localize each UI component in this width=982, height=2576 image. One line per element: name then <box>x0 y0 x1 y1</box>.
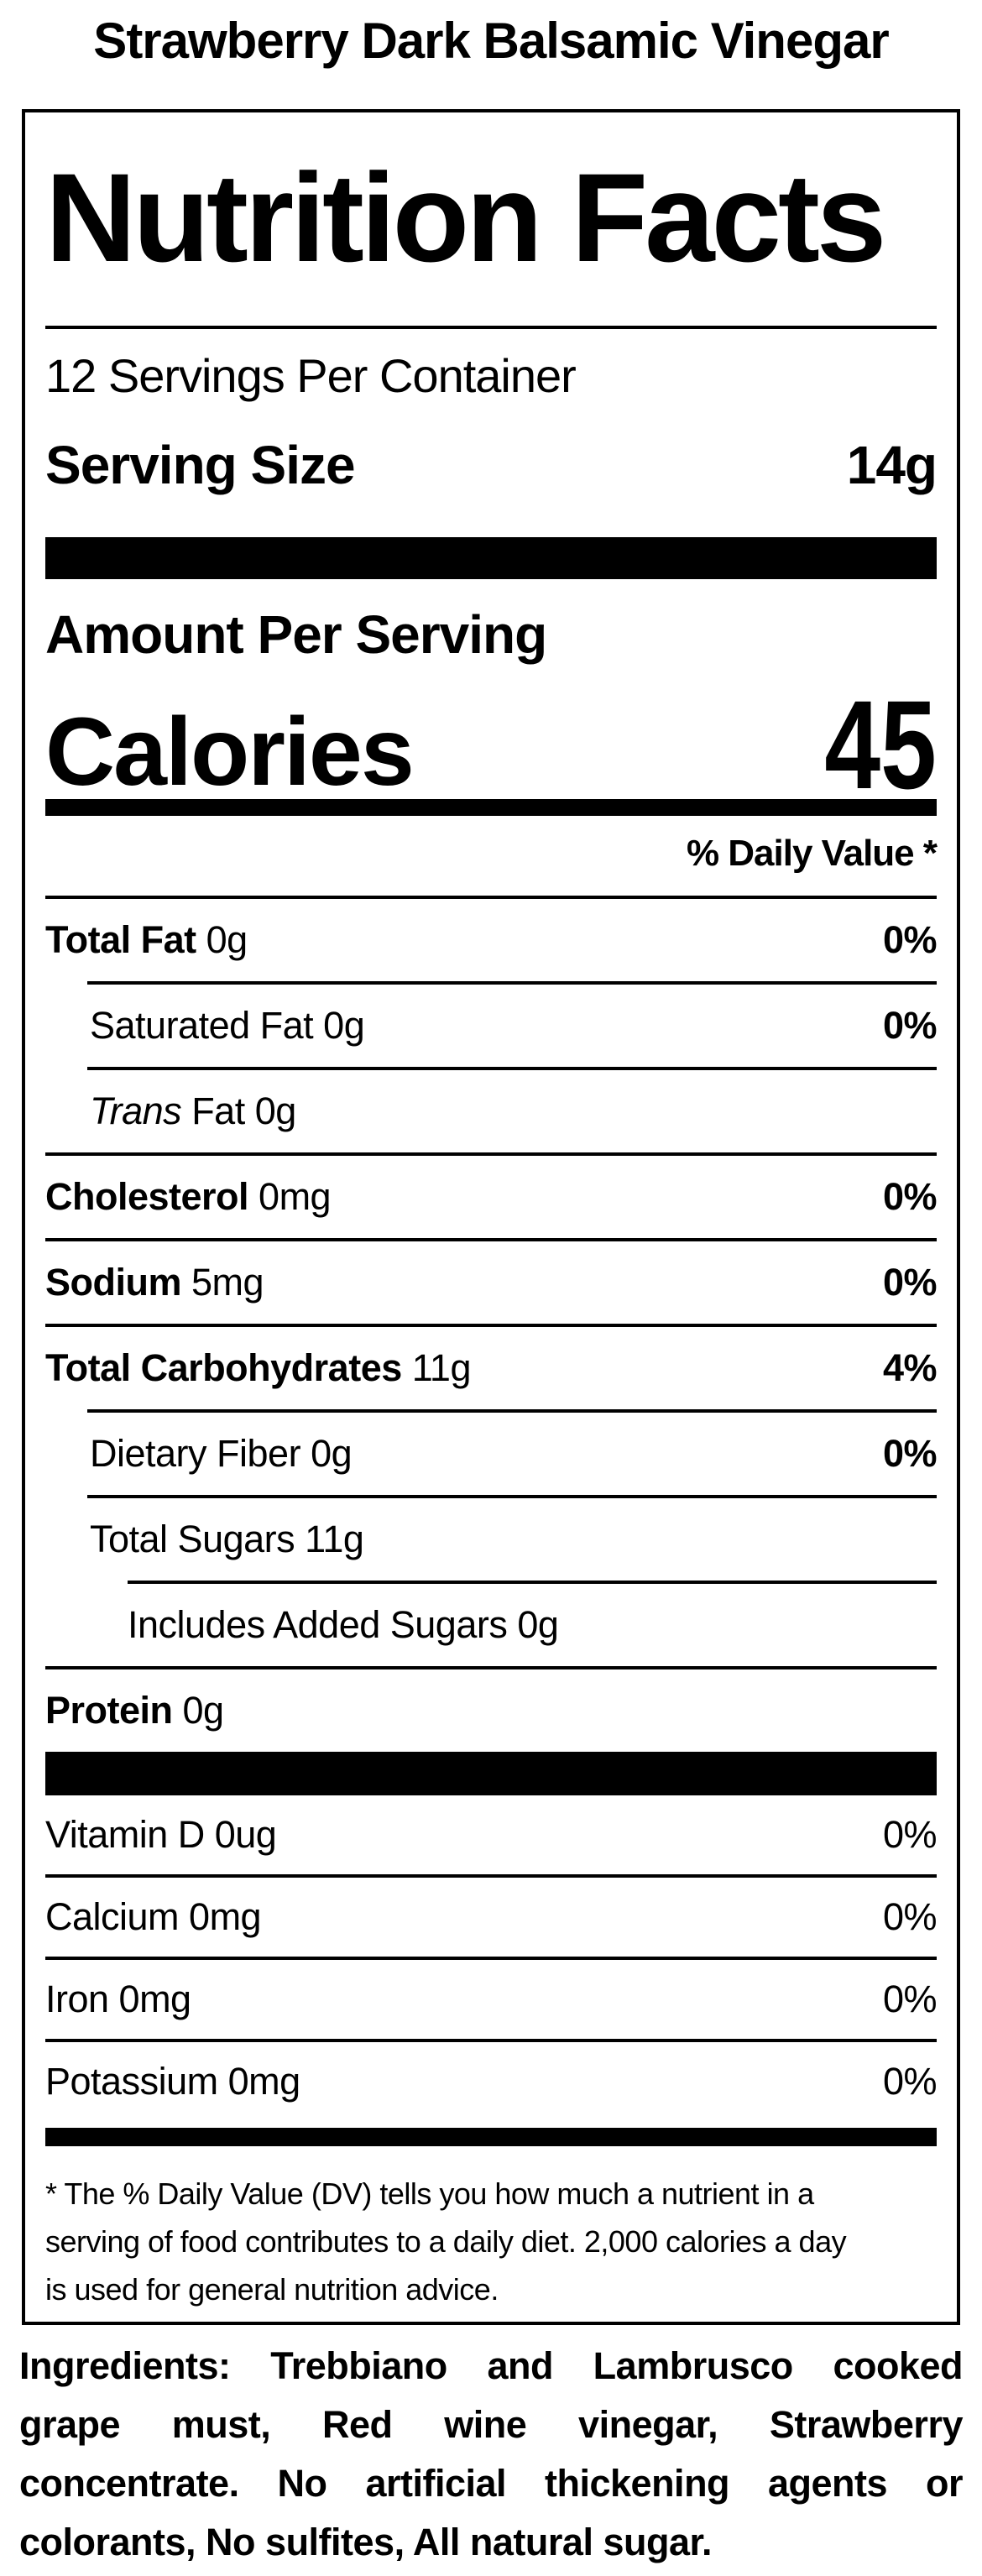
nutrient-amount: 0g <box>517 1603 559 1647</box>
separator-bar-bottom <box>45 2128 937 2147</box>
row-divider <box>45 1666 937 1670</box>
serving-size-value: 14g <box>846 435 938 496</box>
nutrient-row-total-fat: Total Fat 0g 0% <box>45 899 938 981</box>
nutrient-row-vitamin-d: Vitamin D 0ug 0% <box>45 1795 938 1874</box>
nutrient-dv: 0% <box>882 1432 938 1476</box>
nutrient-dv: 4% <box>882 1346 938 1390</box>
footnote-line: serving of food contributes to a daily d… <box>45 2224 847 2260</box>
nutrient-row-added-sugars: Includes Added Sugars 0g <box>45 1584 937 1666</box>
nutrient-row-total-sugars: Total Sugars 11g <box>45 1498 937 1581</box>
nutrient-row-calcium: Calcium 0mg 0% <box>45 1878 938 1957</box>
servings-per-container: 12 Servings Per Container <box>45 349 577 402</box>
nutrient-row-sodium: Sodium 5mg 0% <box>45 1241 938 1324</box>
row-divider <box>87 981 937 985</box>
separator-bar-protein <box>45 1752 937 1796</box>
nutrient-dv: 0% <box>882 918 938 962</box>
nutrient-amount: 0mg <box>118 1978 192 2021</box>
nutrient-dv: 0% <box>882 1175 938 1219</box>
nutrient-name: Protein 0g <box>45 1689 224 1732</box>
nutrient-name: Dietary Fiber 0g <box>90 1432 353 1476</box>
row-divider <box>45 1152 937 1157</box>
nutrient-row-iron: Iron 0mg 0% <box>45 1960 938 2039</box>
nutrient-dv: 0% <box>882 1895 938 1939</box>
nutrient-name: Includes Added Sugars 0g <box>128 1603 559 1647</box>
nutrient-name: Cholesterol 0mg <box>45 1175 332 1219</box>
nutrient-name: Vitamin D 0ug <box>45 1813 277 1857</box>
amount-per-serving-label: Amount Per Serving <box>45 604 547 665</box>
nutrient-dv: 0% <box>882 2060 938 2103</box>
nutrient-name: Total Carbohydrates 11g <box>45 1346 472 1390</box>
row-divider <box>45 1957 937 1961</box>
nutrient-name: Saturated Fat 0g <box>90 1004 365 1048</box>
separator-bar-calories <box>45 798 937 816</box>
nutrient-row-protein: Protein 0g <box>45 1669 937 1752</box>
nutrient-name: Total Fat 0g <box>45 918 248 962</box>
row-divider <box>128 1581 937 1585</box>
row-divider <box>45 1238 937 1242</box>
nutrient-amount: 0mg <box>227 2060 301 2103</box>
nutrient-row-saturated-fat: Saturated Fat 0g 0% <box>45 985 938 1067</box>
product-title: Strawberry Dark Balsamic Vinegar <box>93 13 889 69</box>
daily-value-footnote: * The % Daily Value (DV) tells you how m… <box>45 2170 937 2313</box>
ingredients-line: grape must, Red wine vinegar, Strawberry <box>19 2403 964 2446</box>
daily-value-header: % Daily Value * <box>686 832 938 874</box>
nutrient-name: Calcium 0mg <box>45 1895 262 1939</box>
nutrient-name: Total Sugars 11g <box>90 1518 364 1561</box>
nutrient-amount: 0mg <box>259 1175 332 1219</box>
row-divider <box>87 1067 937 1071</box>
nutrient-dv: 0% <box>882 1978 938 2021</box>
heading-divider <box>45 326 937 329</box>
calories-label: Calories <box>45 698 415 806</box>
footnote-line: * The % Daily Value (DV) tells you how m… <box>45 2176 814 2212</box>
nutrient-dv: 0% <box>882 1813 938 1857</box>
nutrient-name: Trans Fat 0g <box>90 1089 297 1133</box>
calories-row: Calories 45 <box>45 666 937 807</box>
separator-bar-thick-top <box>45 536 937 579</box>
ingredients-paragraph: Ingredients: Trebbiano and Lambrusco coo… <box>19 2337 964 2572</box>
row-divider <box>45 1874 937 1878</box>
nutrient-amount: 11g <box>305 1518 364 1561</box>
daily-value-divider <box>45 896 937 900</box>
nutrient-amount: 0ug <box>214 1813 277 1857</box>
nutrient-name: Potassium 0mg <box>45 2060 300 2103</box>
nutrient-amount: 11g <box>411 1346 472 1390</box>
nutrient-amount: 0mg <box>189 1895 262 1939</box>
nutrient-amount: 0g <box>254 1089 297 1133</box>
nutrient-amount: 0g <box>311 1432 353 1476</box>
nutrient-dv: 0% <box>882 1261 938 1304</box>
nutrient-amount: 0g <box>323 1004 365 1048</box>
row-divider <box>45 1324 937 1328</box>
serving-size-row: Serving Size 14g <box>45 435 938 497</box>
calories-value: 45 <box>824 673 937 815</box>
nutrient-row-trans-fat: Trans Fat 0g <box>45 1070 937 1152</box>
nutrient-name: Sodium 5mg <box>45 1261 264 1304</box>
nutrient-amount: 0g <box>182 1689 225 1732</box>
ingredients-line: Ingredients: Trebbiano and Lambrusco coo… <box>19 2344 964 2387</box>
row-divider <box>45 2039 937 2043</box>
ingredients-line: concentrate. No artificial thickening ag… <box>19 2462 964 2505</box>
row-divider <box>87 1409 937 1413</box>
nutrient-dv: 0% <box>882 1004 938 1048</box>
nutrition-facts-panel: Nutrition Facts 12 Servings Per Containe… <box>22 109 960 2325</box>
footnote-line: is used for general nutrition advice. <box>45 2272 499 2307</box>
nutrient-amount: 0g <box>206 918 248 962</box>
serving-size-label: Serving Size <box>45 435 356 496</box>
nutrient-row-total-carbohydrates: Total Carbohydrates 11g 4% <box>45 1327 938 1409</box>
nutrient-row-cholesterol: Cholesterol 0mg 0% <box>45 1156 938 1238</box>
nutrient-row-dietary-fiber: Dietary Fiber 0g 0% <box>45 1413 938 1495</box>
nutrition-facts-heading: Nutrition Facts <box>45 147 886 288</box>
nutrient-name: Iron 0mg <box>45 1978 191 2021</box>
nutrient-row-potassium: Potassium 0mg 0% <box>45 2042 938 2121</box>
row-divider <box>87 1495 937 1499</box>
nutrient-amount: 5mg <box>191 1261 264 1304</box>
ingredients-line: colorants, No sulfites, All natural suga… <box>19 2521 713 2563</box>
